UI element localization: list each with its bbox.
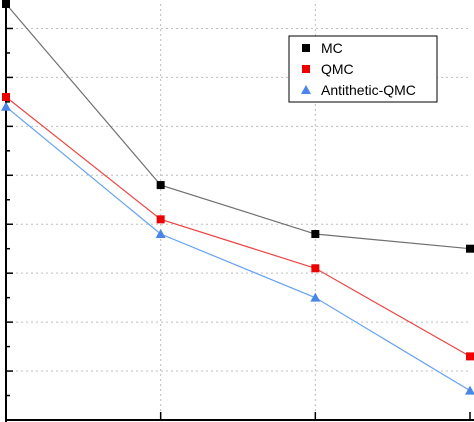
data-point (311, 230, 320, 239)
data-point (466, 352, 474, 361)
legend-item: Antithetic-QMC (301, 82, 416, 98)
data-point (311, 264, 320, 273)
data-point (156, 215, 165, 224)
series-antithetic-qmc (1, 101, 474, 395)
data-point (2, 0, 10, 8)
legend-box (288, 35, 438, 103)
data-point (466, 244, 474, 253)
series-mc (2, 0, 474, 253)
legend-label: MC (321, 40, 343, 56)
data-point (310, 292, 321, 302)
data-point (465, 385, 474, 395)
legend-label: QMC (321, 61, 354, 77)
data-point (156, 181, 165, 190)
series-group (1, 0, 474, 395)
legend: MC QMC Antithetic-QMC (288, 35, 438, 103)
legend-marker (301, 85, 311, 94)
data-point (155, 229, 166, 239)
series-line (5, 96, 471, 357)
axes (5, 0, 474, 422)
legend-item: MC (302, 40, 343, 56)
data-point (2, 92, 10, 101)
legend-label: Antithetic-QMC (321, 82, 416, 98)
data-point (1, 101, 11, 111)
series-line (5, 3, 471, 250)
legend-item: QMC (302, 61, 354, 77)
series-line (5, 106, 471, 392)
series-qmc (2, 92, 474, 361)
legend-marker (302, 65, 310, 73)
legend-marker (302, 44, 310, 52)
